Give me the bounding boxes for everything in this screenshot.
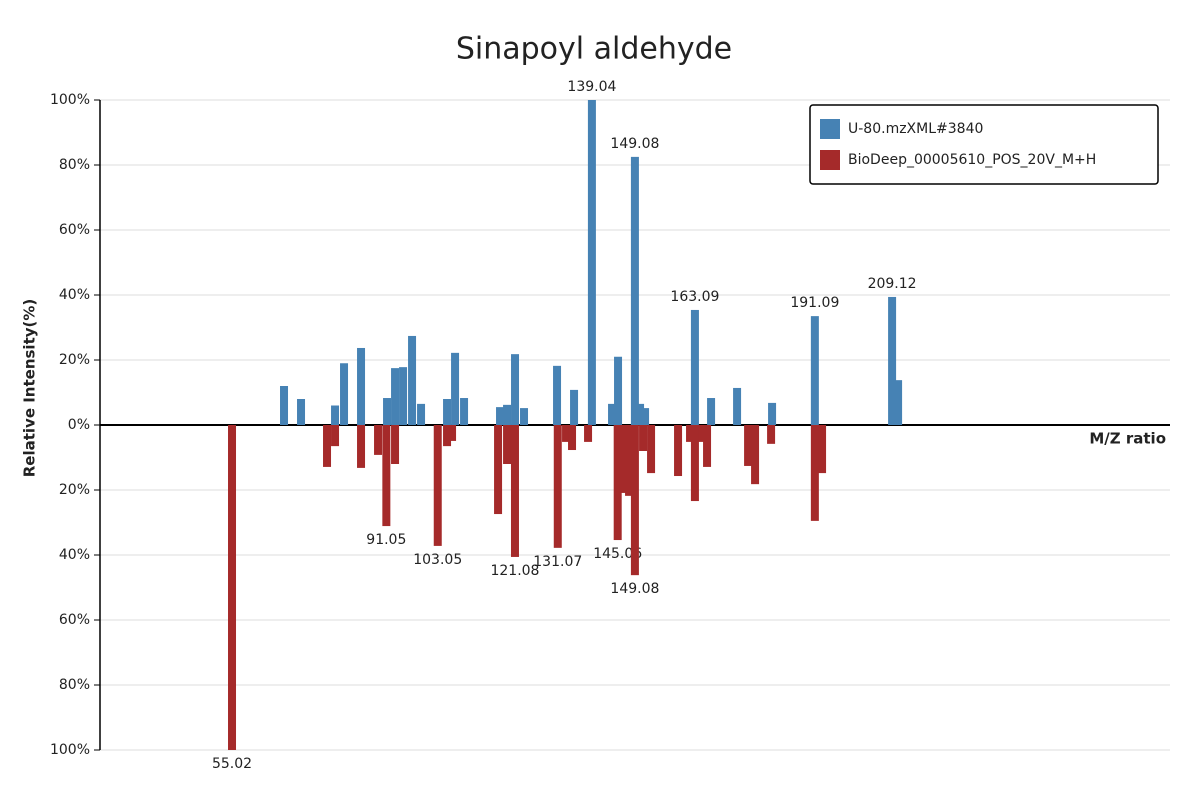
- peak-bar: [744, 425, 753, 466]
- peak-bar: [620, 425, 629, 493]
- peak-bar: [751, 425, 760, 485]
- peak-label: 103.05: [413, 552, 462, 568]
- peak-bar: [613, 425, 622, 541]
- y-tick-label: 40%: [59, 287, 90, 303]
- peak-bar: [568, 425, 577, 451]
- y-tick-label: 80%: [59, 677, 90, 693]
- x-axis-label: M/Z ratio: [1089, 430, 1166, 448]
- peak-bar: [383, 398, 392, 425]
- peak-bar: [818, 425, 827, 474]
- peak-bar: [553, 425, 562, 548]
- peak-bar: [448, 425, 457, 441]
- legend-box: [809, 104, 1159, 185]
- peak-bar: [584, 425, 593, 442]
- legend-swatch: [820, 150, 840, 170]
- peak-bar: [382, 425, 391, 527]
- peak-bar: [357, 347, 366, 425]
- peak-bar: [553, 365, 562, 425]
- peak-bar: [408, 335, 417, 425]
- peak-bar: [297, 399, 306, 425]
- peak-bar: [496, 407, 505, 425]
- peak-bar: [639, 425, 648, 451]
- peak-bar: [674, 425, 683, 477]
- peak-bar: [894, 380, 903, 425]
- peak-label: 149.08: [610, 136, 659, 152]
- peak-bar: [510, 425, 519, 557]
- peak-bar: [374, 425, 383, 455]
- chart-title: Sinapoyl aldehyde: [456, 32, 732, 67]
- peak-label: 163.09: [670, 289, 719, 305]
- peak-bar: [323, 425, 332, 467]
- y-tick-label: 80%: [59, 157, 90, 173]
- peak-bar: [686, 425, 695, 442]
- peak-bar: [417, 403, 426, 425]
- legend-label: U-80.mzXML#3840: [848, 121, 983, 137]
- peak-bar: [570, 389, 579, 425]
- peak-bar: [391, 425, 400, 464]
- y-tick-label: 0%: [68, 417, 90, 433]
- peak-bar: [511, 354, 520, 425]
- peak-bar: [614, 356, 623, 425]
- peak-label: 131.07: [533, 554, 582, 570]
- y-tick-label: 20%: [59, 352, 90, 368]
- peak-bar: [690, 309, 699, 425]
- peak-bar: [707, 398, 716, 425]
- peak-bar: [357, 425, 366, 468]
- peak-label: 91.05: [366, 532, 406, 548]
- peak-bar: [494, 425, 503, 515]
- peak-bar: [767, 425, 776, 444]
- peak-bar: [340, 363, 349, 425]
- peak-bar: [810, 316, 819, 425]
- peak-label: 121.08: [490, 563, 539, 579]
- peak-bar: [433, 425, 442, 546]
- peak-bar: [503, 425, 512, 464]
- peak-bar: [391, 368, 400, 425]
- peak-bar: [228, 425, 237, 750]
- y-tick-label: 100%: [50, 92, 90, 108]
- peak-bar: [562, 425, 571, 442]
- y-tick-label: 60%: [59, 612, 90, 628]
- peak-label: 139.04: [567, 79, 616, 95]
- peak-bar: [768, 402, 777, 425]
- peak-bar: [460, 398, 469, 425]
- y-axis-label: Relative Intensity(%): [21, 299, 39, 478]
- peak-bar: [608, 403, 617, 425]
- peak-bar: [888, 296, 897, 425]
- peak-bar: [690, 425, 699, 502]
- peak-bar: [520, 408, 529, 425]
- peak-bar: [703, 425, 712, 467]
- peak-bar: [647, 425, 656, 474]
- peak-bar: [443, 425, 452, 447]
- peak-bar: [630, 425, 639, 576]
- y-tick-label: 20%: [59, 482, 90, 498]
- peak-bar: [399, 367, 408, 425]
- peak-label: 149.08: [610, 581, 659, 597]
- peak-bar: [698, 425, 707, 442]
- peak-label: 145.06: [593, 546, 642, 562]
- y-tick-label: 100%: [50, 742, 90, 758]
- peak-bar: [331, 425, 340, 447]
- peak-bar: [587, 100, 596, 425]
- y-tick-label: 40%: [59, 547, 90, 563]
- peak-bar: [810, 425, 819, 521]
- peak-label: 55.02: [212, 756, 252, 772]
- peak-label: 191.09: [790, 295, 839, 311]
- peak-bar: [636, 403, 645, 425]
- legend-swatch: [820, 119, 840, 139]
- peak-bar: [280, 386, 289, 425]
- peak-bar: [733, 387, 742, 425]
- peak-bar: [451, 352, 460, 425]
- peak-bar: [331, 405, 340, 425]
- peak-bar: [625, 425, 634, 496]
- peak-bar: [443, 399, 452, 425]
- y-tick-label: 60%: [59, 222, 90, 238]
- peak-bar: [641, 408, 650, 425]
- peak-label: 209.12: [868, 276, 917, 292]
- peak-bar: [503, 404, 512, 425]
- peak-bar: [630, 156, 639, 425]
- legend-label: BioDeep_00005610_POS_20V_M+H: [848, 152, 1096, 168]
